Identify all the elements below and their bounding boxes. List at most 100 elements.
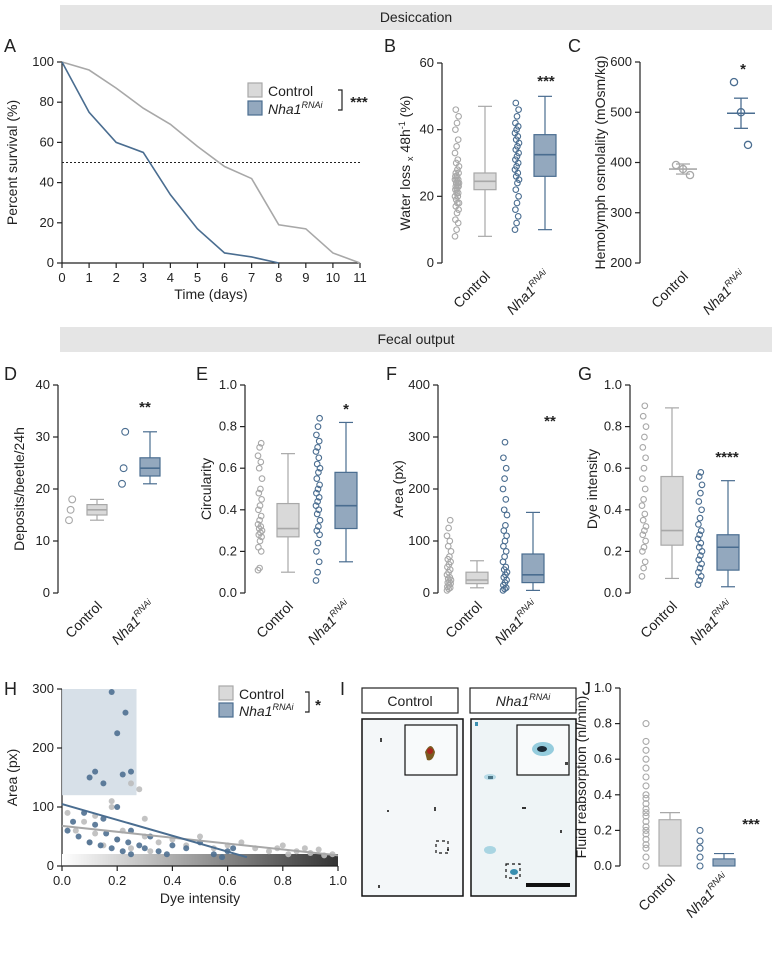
- y-axis-title: Area (px): [4, 749, 20, 807]
- legend-rnai-label: Nha1RNAi: [268, 100, 323, 117]
- y-tick-label: 0.6: [604, 460, 622, 475]
- control-data-point: [641, 485, 649, 493]
- legend-bracket: [305, 691, 310, 713]
- control-data-point: [65, 516, 73, 525]
- rnai-superscript: RNAi: [709, 596, 732, 619]
- group-label-rnai: Nha1RNAi: [304, 596, 355, 647]
- rnai-scatter-point: [86, 839, 93, 846]
- control-data-point: [255, 489, 263, 497]
- rnai-data-point: [314, 539, 322, 547]
- control-data-point: [685, 170, 695, 180]
- y-title-part: -1: [397, 121, 407, 129]
- rnai-data-point: [312, 448, 320, 455]
- y-tick-label: 1.0: [604, 377, 622, 392]
- rnai-data-point: [499, 485, 507, 493]
- control-data-point: [454, 192, 462, 200]
- panel-label-d: D: [4, 364, 17, 384]
- rnai-fit-line: [61, 803, 248, 859]
- rnai-data-point: [695, 521, 702, 528]
- rnai-data-point: [514, 212, 522, 220]
- x-tick-label: 0.0: [53, 873, 71, 888]
- group-label-rnai: Nha1RNAi: [108, 596, 159, 647]
- rnai-scatter-point: [86, 774, 93, 781]
- significance-label: ****: [715, 449, 739, 466]
- rnai-scatter-point: [108, 845, 115, 852]
- rnai-data-point: [316, 516, 324, 524]
- control-data-point: [455, 169, 462, 177]
- legend-control-label: Control: [268, 83, 313, 99]
- y-tick-label: 0.4: [594, 787, 612, 802]
- control-data-point: [453, 142, 460, 150]
- control-data-point: [642, 523, 650, 530]
- panel-label-g: G: [578, 364, 592, 384]
- control-scatter-point: [155, 839, 162, 846]
- y-axis-title: Water loss x 48h-1 (%): [397, 96, 415, 231]
- control-data-point: [68, 495, 77, 504]
- rnai-scatter-point: [155, 848, 162, 855]
- control-data-point: [258, 496, 265, 503]
- y-tick-label: 40: [420, 122, 434, 137]
- y-tick-label: 500: [610, 104, 632, 119]
- control-data-point: [66, 505, 75, 514]
- control-data-point: [642, 746, 650, 754]
- rnai-data-point: [696, 564, 704, 572]
- panel-label-f: F: [386, 364, 397, 384]
- y-tick-label: 100: [408, 533, 430, 548]
- control-scatter-point: [136, 786, 143, 793]
- control-data-point: [445, 524, 452, 532]
- control-scatter-point: [285, 851, 292, 858]
- control-data-point: [639, 475, 646, 482]
- rnai-scatter-point: [219, 854, 226, 861]
- rnai-data-point: [503, 532, 510, 540]
- control-scatter-point: [108, 804, 115, 810]
- significance-label: ***: [350, 94, 368, 111]
- control-data-point: [639, 531, 647, 539]
- x-tick-label: 0.8: [274, 873, 292, 888]
- rnai-superscript: RNAi: [514, 596, 537, 619]
- rnai-data-point: [314, 568, 321, 576]
- group-label-control: Control: [635, 871, 678, 914]
- x-tick-label: 10: [326, 270, 340, 285]
- y-title-part: Water loss: [397, 161, 413, 231]
- control-data-point: [642, 862, 650, 870]
- rnai-superscript: RNAi: [131, 596, 154, 619]
- y-tick-label: 100: [32, 799, 54, 814]
- rnai-inset-deposit: [537, 746, 547, 752]
- control-data-point: [454, 166, 461, 174]
- control-data-point: [257, 512, 265, 520]
- control-data-point: [447, 548, 455, 555]
- group-label-control: Control: [637, 598, 680, 641]
- control-data-point: [642, 812, 650, 820]
- rnai-scatter-point: [64, 827, 71, 834]
- rnai-data-point: [695, 568, 702, 576]
- rnai-scatter-point: [141, 845, 148, 852]
- x-tick-label: 8: [275, 270, 282, 285]
- y-axis-title: Hemolymph osmolality (mOsm/kg): [592, 56, 608, 270]
- panel-label-c: C: [568, 36, 581, 56]
- rnai-data-point: [513, 152, 521, 160]
- control-bar: [658, 819, 682, 867]
- rnai-data-point: [500, 506, 508, 514]
- rnai-data-point: [316, 414, 323, 422]
- x-tick-label: 11: [353, 270, 367, 285]
- rnai-scatter-point: [119, 771, 126, 778]
- control-data-point: [642, 823, 650, 831]
- control-data-point: [642, 830, 650, 838]
- rnai-data-point: [315, 469, 322, 476]
- control-data-point: [446, 516, 454, 524]
- x-tick-label: 1: [85, 270, 92, 285]
- control-data-point: [257, 439, 265, 447]
- rnai-data-point: [696, 514, 704, 522]
- desiccation-banner-text: Desiccation: [380, 9, 452, 25]
- rnai-data-point: [316, 481, 323, 489]
- rnai-data-point: [502, 548, 510, 555]
- control-data-point: [642, 800, 650, 808]
- control-data-point: [258, 475, 266, 482]
- control-data-point: [451, 232, 459, 240]
- rnai-data-point: [515, 192, 522, 200]
- y-tick-label: 0.2: [604, 543, 622, 558]
- y-title-part: (%): [397, 96, 413, 122]
- y-tick-label: 0: [43, 585, 50, 600]
- y-tick-label: 0.0: [604, 585, 622, 600]
